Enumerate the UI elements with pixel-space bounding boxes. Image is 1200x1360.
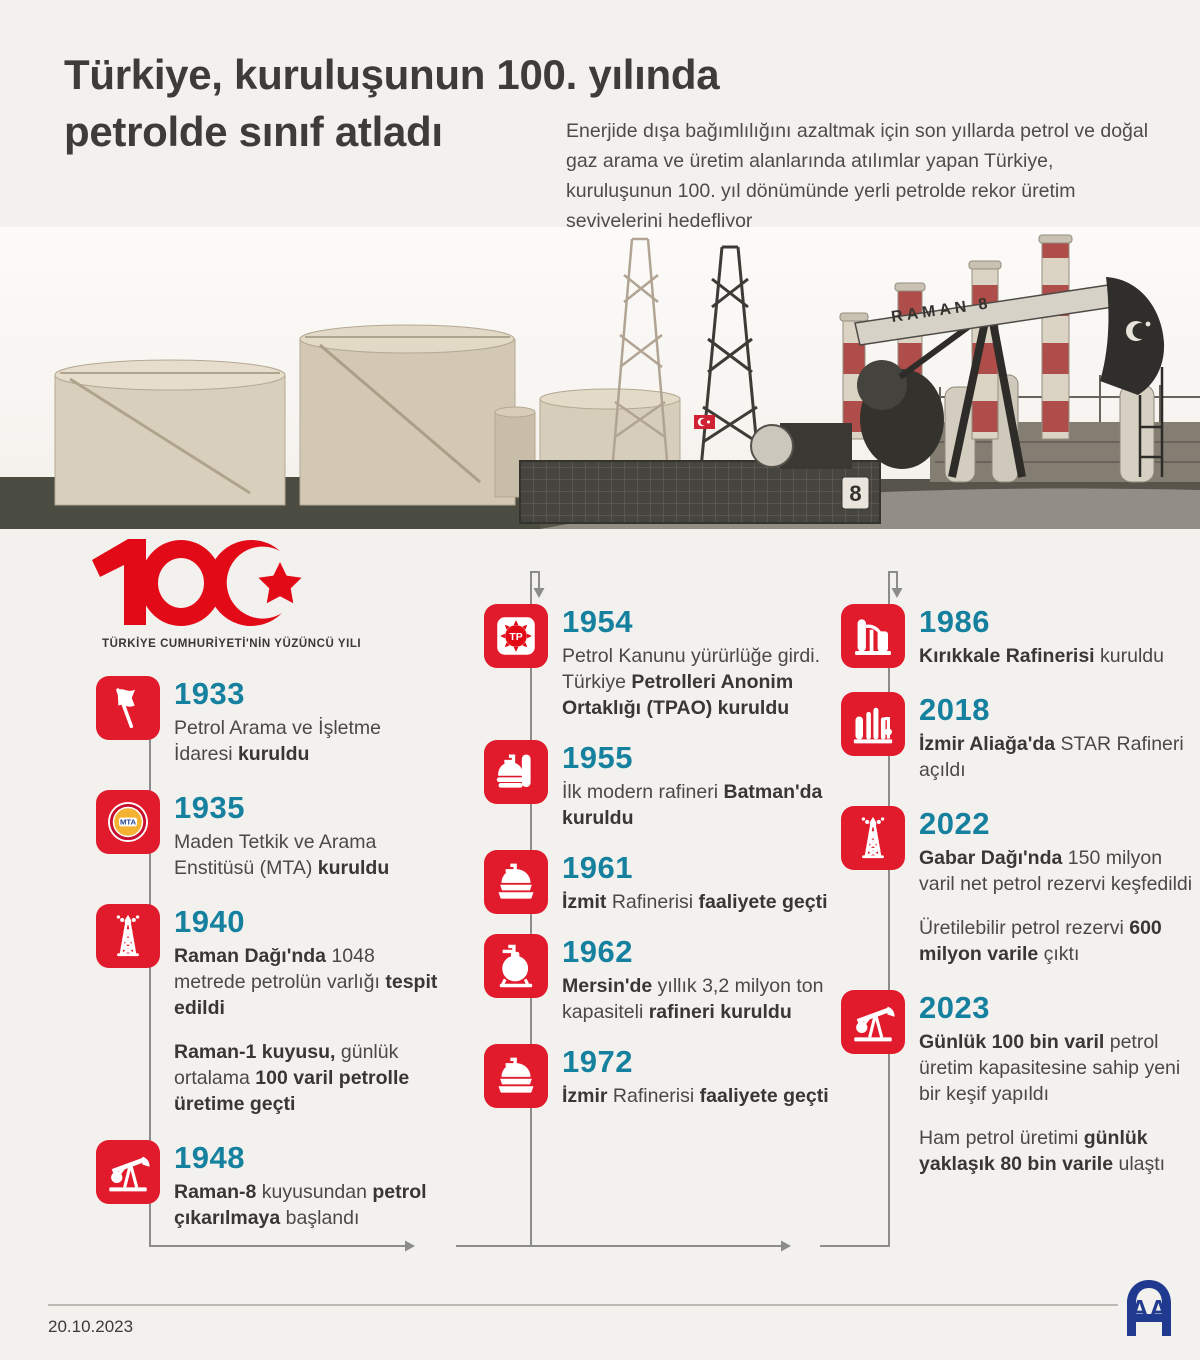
mta-logo-icon: MTA <box>96 790 160 854</box>
timeline-item-body: 1940 Raman Dağı'nda 1048 metrede petrolün… <box>174 904 444 1117</box>
svg-text:8: 8 <box>849 481 861 506</box>
oil-field-photo: RAMAN 8 8 <box>0 226 1200 530</box>
oil-derrick-icon <box>96 904 160 968</box>
pumpjack-fence <box>519 460 881 524</box>
refinery-towers-icon <box>841 604 905 668</box>
timeline-year: 1933 <box>174 676 245 711</box>
timeline-text: Raman-1 kuyusu, günlük ortalama 100 vari… <box>174 1041 410 1115</box>
timeline-text: Üretilebilir petrol rezervi 600 milyon v… <box>919 917 1162 965</box>
timeline-item-1955: 1955 İlk modern rafineri Batman'da kuruld… <box>484 740 830 831</box>
svg-text:TP: TP <box>509 632 522 643</box>
timeline-item-body: 1972 İzmir Rafinerisi faaliyete geçti <box>562 1044 830 1109</box>
pumpjack: RAMAN 8 8 <box>519 277 1165 524</box>
timeline-text: Raman Dağı'nda 1048 metrede petrolün var… <box>174 945 438 1019</box>
refinery-tank-icon <box>484 740 548 804</box>
centennial-caption: TÜRKİYE CUMHURİYETİ'NİN YÜZÜNCÜ YILI <box>102 638 362 650</box>
timeline-column-1: 1933 Petrol Arama ve İşletme İdaresi kuru… <box>96 676 444 1254</box>
timeline-item-1948: 1948 Raman-8 kuyusundan petrol çıkarılmay… <box>96 1140 444 1231</box>
timeline-item-body: 1961 İzmit Rafinerisi faaliyete geçti <box>562 850 830 915</box>
timeline-item-1940: 1940 Raman Dağı'nda 1048 metrede petrolün… <box>96 904 444 1117</box>
timeline-item-body: 2018 İzmir Aliağa'da STAR Rafineri açıldı <box>919 692 1195 783</box>
timeline-item-body: 1954 Petrol Kanunu yürürlüğe girdi. Türki… <box>562 604 830 721</box>
timeline-text: Petrol Arama ve İşletme İdaresi kuruldu <box>174 717 381 765</box>
timeline-year: 1972 <box>562 1044 633 1079</box>
timeline-text: İlk modern rafineri Batman'da kuruldu <box>562 781 823 829</box>
timeline-year: 2023 <box>919 990 990 1025</box>
timeline-year: 2018 <box>919 692 990 727</box>
timeline-text: Maden Tetkik ve Arama Enstitüsü (MTA) ku… <box>174 831 390 879</box>
pumpjack-number-sign: 8 <box>841 476 870 510</box>
aa-letters: AA <box>1130 1294 1168 1324</box>
timeline-text: Kırıkkale Rafinerisi kuruldu <box>919 645 1164 667</box>
timeline-text: Petrol Kanunu yürürlüğe girdi. Türkiye P… <box>562 645 820 719</box>
timeline-column-2: TP 1954 Petrol Kanunu yürürlüğe girdi. Tür… <box>484 604 830 1128</box>
timeline-item-body: 1986 Kırıkkale Rafinerisi kuruldu <box>919 604 1195 669</box>
turkish-flag <box>694 415 715 429</box>
refinery-columns-icon <box>841 692 905 756</box>
timeline-text: Gabar Dağı'nda 150 milyon varil net petr… <box>919 847 1193 895</box>
centennial-100-logo: TÜRKİYE CUMHURİYETİ'NİN YÜZÜNCÜ YILI <box>84 534 362 650</box>
timeline-item-2023: 2023 Günlük 100 bin varil petrol üretim k… <box>841 990 1195 1177</box>
timeline-item-body: 1962 Mersin'de yıllık 3,2 milyon ton kapa… <box>562 934 830 1025</box>
timeline-item-1933: 1933 Petrol Arama ve İşletme İdaresi kuru… <box>96 676 444 767</box>
oil-derrick-icon <box>841 806 905 870</box>
centennial-100-glyph <box>92 539 302 626</box>
oil-field-scene: RAMAN 8 8 <box>0 227 1200 529</box>
page-title: Türkiye, kuruluşunun 100. yılında petrol… <box>64 46 720 160</box>
timeline-year: 1986 <box>919 604 990 639</box>
timeline-item-1986: 1986 Kırıkkale Rafinerisi kuruldu <box>841 604 1195 669</box>
timeline-column-3: 1986 Kırıkkale Rafinerisi kuruldu 2018 İzmi… <box>841 604 1195 1200</box>
timeline-text: İzmir Rafinerisi faaliyete geçti <box>562 1085 829 1107</box>
pumpjack-icon <box>841 990 905 1054</box>
timeline-year: 2022 <box>919 806 990 841</box>
timeline-item-body: 2022 Gabar Dağı'nda 150 milyon varil net … <box>919 806 1195 967</box>
timeline-item-body: 1955 İlk modern rafineri Batman'da kuruld… <box>562 740 830 831</box>
timeline-year: 1955 <box>562 740 633 775</box>
title-line-1: Türkiye, kuruluşunun 100. yılında <box>64 51 720 98</box>
storage-tank-icon <box>484 1044 548 1108</box>
pumpjack-icon <box>96 1140 160 1204</box>
timeline-year: 1935 <box>174 790 245 825</box>
refinery-chimneys <box>839 234 1073 440</box>
timeline-item-1972: 1972 İzmir Rafinerisi faaliyete geçti <box>484 1044 830 1109</box>
timeline-year: 1940 <box>174 904 245 939</box>
drilling-rig <box>610 237 670 473</box>
timeline-item-1935: MTA 1935 Maden Tetkik ve Arama Enstitüsü (… <box>96 790 444 881</box>
anadolu-agency-logo: AA <box>1124 1278 1174 1338</box>
horsehead-crescent-star <box>1126 321 1151 341</box>
timeline-text: Ham petrol üretimi günlük yaklaşık 80 bi… <box>919 1127 1166 1175</box>
timeline-item-2022: 2022 Gabar Dağı'nda 150 milyon varil net … <box>841 806 1195 967</box>
timeline-text: Raman-8 kuyusundan petrol çıkarılmaya ba… <box>174 1181 427 1229</box>
timeline-item-body: 1948 Raman-8 kuyusundan petrol çıkarılmay… <box>174 1140 444 1231</box>
svg-text:MTA: MTA <box>120 818 137 827</box>
timeline-year: 1961 <box>562 850 633 885</box>
timeline-item-1954: TP 1954 Petrol Kanunu yürürlüğe girdi. Tür… <box>484 604 830 721</box>
timeline-item-1961: 1961 İzmit Rafinerisi faaliyete geçti <box>484 850 830 915</box>
timeline-year: 1948 <box>174 1140 245 1175</box>
tpao-logo-icon: TP <box>484 604 548 668</box>
sphere-tank-icon <box>484 934 548 998</box>
drilling-rig-dark <box>694 245 764 481</box>
timeline-text: Günlük 100 bin varil petrol üretim kapas… <box>919 1031 1181 1105</box>
timeline-item-1962: 1962 Mersin'de yıllık 3,2 milyon ton kapa… <box>484 934 830 1025</box>
timeline-year: 1954 <box>562 604 633 639</box>
footer-date: 20.10.2023 <box>48 1317 134 1336</box>
timeline-text: Mersin'de yıllık 3,2 milyon ton kapasite… <box>562 975 824 1023</box>
footer-divider <box>48 1304 1118 1306</box>
title-line-2: petrolde sınıf atladı <box>64 108 443 155</box>
flag-icon <box>96 676 160 740</box>
timeline-text: İzmir Aliağa'da STAR Rafineri açıldı <box>919 733 1184 781</box>
timeline-item-body: 2023 Günlük 100 bin varil petrol üretim k… <box>919 990 1195 1177</box>
timeline-text: İzmit Rafinerisi faaliyete geçti <box>562 891 828 913</box>
timeline-item-2018: 2018 İzmir Aliağa'da STAR Rafineri açıldı <box>841 692 1195 783</box>
intro-paragraph: Enerjide dışa bağımlılığını azaltmak içi… <box>566 120 1149 232</box>
timeline-item-body: 1935 Maden Tetkik ve Arama Enstitüsü (MTA… <box>174 790 444 881</box>
timeline-year: 1962 <box>562 934 633 969</box>
timeline-item-body: 1933 Petrol Arama ve İşletme İdaresi kuru… <box>174 676 444 767</box>
storage-tank-icon <box>484 850 548 914</box>
